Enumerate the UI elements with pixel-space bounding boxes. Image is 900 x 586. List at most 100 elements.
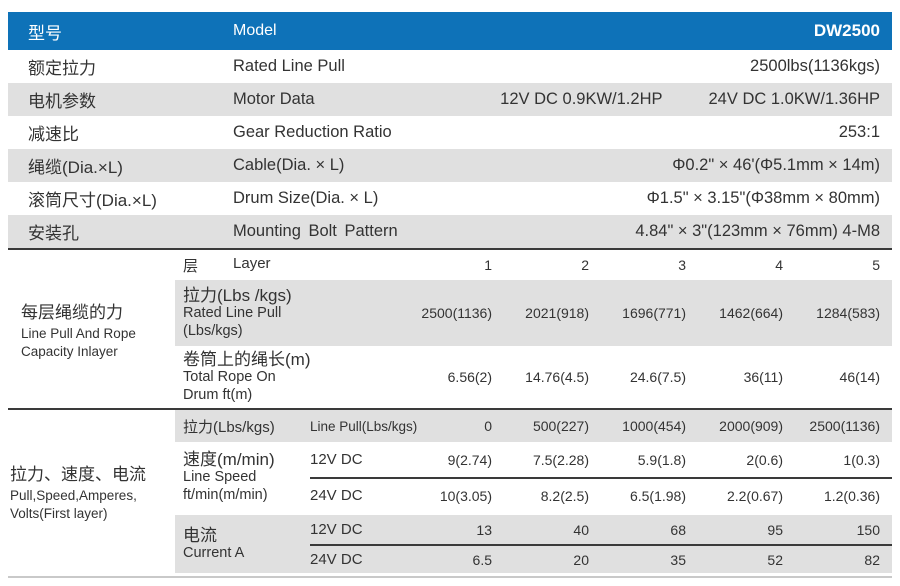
rope-length-label: 卷筒上的绳长(m) Total Rope On Drum ft(m): [175, 350, 395, 404]
current-label: 电流 Current A: [175, 515, 310, 573]
spec-row-cable: 绳缆(Dia.×L) Cable(Dia. × L) Φ0.2" × 46'(Φ…: [8, 149, 892, 182]
performance-section: 拉力、速度、电流 Pull,Speed,Amperes, Volts(First…: [8, 410, 892, 573]
current-value: 52: [767, 551, 783, 568]
spec-value: 2500lbs(1136kgs): [750, 57, 880, 75]
spec-label-zh: 滚筒尺寸(Dia.×L): [28, 191, 157, 210]
layer-header-row: 层 Layer 1 2 3 4 5: [175, 250, 892, 280]
layer-col-5: 5: [872, 257, 880, 273]
speed-value: 1(0.3): [843, 451, 880, 468]
voltage-label: 12V DC: [310, 451, 363, 468]
rated-pull-label-zh: 拉力(Lbs /kgs): [183, 285, 292, 305]
model-label-zh: 型号: [28, 23, 62, 43]
layer-label-en: Layer: [233, 254, 271, 272]
rated-pull-label-unit: (Lbs/kgs): [183, 322, 243, 339]
spec-label-en: Drum Size(Dia. × L): [233, 189, 379, 207]
group-label-zh: 每层绳缆的力: [21, 302, 123, 322]
spec-label-zh: 电机参数: [28, 92, 96, 111]
line-pull-label-zh: 拉力(Lbs/kgs): [183, 418, 275, 436]
speed-value: 7.5(2.28): [532, 451, 589, 468]
rope-length-row: 卷筒上的绳长(m) Total Rope On Drum ft(m) 6.56(…: [175, 346, 892, 408]
current-block: 电流 Current A 12V DC 13 40 68 95 150 24V …: [175, 515, 892, 573]
rated-pull-row: 拉力(Lbs /kgs) Rated Line Pull (Lbs/kgs) 2…: [175, 280, 892, 346]
spec-label-zh: 额定拉力: [28, 59, 96, 78]
current-value: 40: [573, 521, 589, 538]
current-value: 20: [573, 551, 589, 568]
group-label-zh: 拉力、速度、电流: [10, 465, 146, 485]
rope-value: 6.56(2): [447, 369, 492, 385]
group-label-en: Volts(First layer): [10, 506, 108, 521]
speed-row-12v: 12V DC 9(2.74) 7.5(2.28) 5.9(1.8) 2(0.6)…: [310, 442, 892, 477]
speed-value: 2.2(0.67): [726, 487, 783, 504]
spec-value-24v: 24V DC 1.0KW/1.36HP: [708, 90, 881, 108]
pull-value: 2021(918): [525, 305, 589, 321]
rope-value: 14.76(4.5): [525, 369, 589, 385]
current-row-12v: 12V DC 13 40 68 95 150: [310, 515, 892, 544]
speed-value: 8.2(2.5): [540, 487, 589, 504]
speed-value: 5.9(1.8): [637, 451, 686, 468]
current-label-en: Current A: [183, 545, 245, 562]
current-row-24v: 24V DC 6.5 20 35 52 82: [310, 544, 892, 573]
spec-value: 253:1: [838, 123, 880, 141]
spec-row-mounting-bolt: 安装孔 Mounting Bolt Pattern 4.84" × 3"(123…: [8, 215, 892, 248]
layer-capacity-section: 每层绳缆的力 Line Pull And Rope Capacity Inlay…: [8, 250, 892, 408]
rope-label-unit: Drum ft(m): [183, 386, 253, 403]
layer-subtable: 层 Layer 1 2 3 4 5 拉力(Lbs /kgs) Rated Lin…: [175, 250, 892, 408]
spec-row-drum-size: 滚筒尺寸(Dia.×L) Drum Size(Dia. × L) Φ1.5" ×…: [8, 182, 892, 215]
line-pull-label-en: Line Pull(Lbs/kgs): [310, 418, 418, 434]
speed-value: 10(3.05): [439, 487, 492, 504]
spec-label-en: Mounting Bolt Pattern: [233, 222, 398, 240]
layer-col-2: 2: [581, 257, 589, 273]
layer-label-zh: 层: [183, 257, 199, 275]
current-value: 68: [670, 521, 686, 538]
rope-value: 36(11): [743, 369, 783, 385]
spec-label-zh: 绳缆(Dia.×L): [28, 158, 123, 177]
line-pull-value: 2000(909): [719, 418, 783, 434]
spec-label-en: Gear Reduction Ratio: [233, 123, 392, 141]
rope-label-en: Total Rope On: [183, 369, 276, 386]
spec-value: Φ1.5" × 3.15"(Φ38mm × 80mm): [646, 189, 880, 207]
line-speed-rows: 12V DC 9(2.74) 7.5(2.28) 5.9(1.8) 2(0.6)…: [310, 442, 892, 512]
speed-label-unit: ft/min(m/min): [183, 486, 268, 503]
current-value: 35: [670, 551, 686, 568]
current-value: 13: [476, 521, 492, 538]
current-value: 6.5: [472, 551, 492, 568]
line-speed-block: 速度(m/min) Line Speed ft/min(m/min) 12V D…: [175, 442, 892, 512]
layer-col-4: 4: [775, 257, 783, 273]
speed-value: 1.2(0.36): [823, 487, 880, 504]
line-speed-label: 速度(m/min) Line Speed ft/min(m/min): [175, 442, 310, 512]
speed-value: 6.5(1.98): [629, 487, 686, 504]
spec-label-en: Motor Data: [233, 90, 315, 108]
current-value: 150: [856, 521, 880, 538]
spec-value: Φ0.2" × 46'(Φ5.1mm × 14m): [672, 156, 880, 174]
current-label-zh: 电流: [183, 525, 217, 545]
line-pull-value: 1000(454): [622, 418, 686, 434]
current-rows: 12V DC 13 40 68 95 150 24V DC 6.5 20 35 …: [310, 515, 892, 573]
spec-value: 4.84" × 3"(123mm × 76mm) 4-M8: [635, 222, 880, 240]
spec-row-motor-data: 电机参数 Motor Data 12V DC 0.9KW/1.2HP 24V D…: [8, 83, 892, 116]
layer-col-1: 1: [484, 257, 492, 273]
speed-label-en: Line Speed: [183, 469, 257, 486]
voltage-label: 24V DC: [310, 551, 363, 568]
line-pull-header-row: 拉力(Lbs/kgs) Line Pull(Lbs/kgs) 0 500(227…: [175, 410, 892, 442]
line-pull-value: 500(227): [532, 418, 589, 434]
layer-col-3: 3: [678, 257, 686, 273]
section-divider: [8, 248, 892, 250]
spec-label-zh: 安装孔: [28, 224, 79, 243]
spec-label-en: Cable(Dia. × L): [233, 156, 345, 174]
rated-pull-label: 拉力(Lbs /kgs) Rated Line Pull (Lbs/kgs): [175, 286, 395, 340]
layer-header-label: 层 Layer: [175, 255, 395, 276]
line-pull-value: 0: [484, 418, 492, 434]
rated-pull-label-en: Rated Line Pull: [183, 305, 282, 322]
voltage-label: 12V DC: [310, 521, 363, 538]
layer-group-label: 每层绳缆的力 Line Pull And Rope Capacity Inlay…: [8, 250, 175, 408]
bottom-divider: [8, 576, 892, 578]
group-label-en: Capacity Inlayer: [21, 343, 118, 359]
performance-group-label: 拉力、速度、电流 Pull,Speed,Amperes, Volts(First…: [8, 410, 175, 573]
pull-value: 2500(1136): [421, 305, 492, 321]
voltage-label: 24V DC: [310, 487, 363, 504]
row-gap: [175, 512, 892, 515]
table-header-row: 型号 Model DW2500: [8, 12, 892, 50]
group-label-en: Line Pull And Rope: [21, 325, 136, 341]
performance-subtable: 拉力(Lbs/kgs) Line Pull(Lbs/kgs) 0 500(227…: [175, 410, 892, 573]
